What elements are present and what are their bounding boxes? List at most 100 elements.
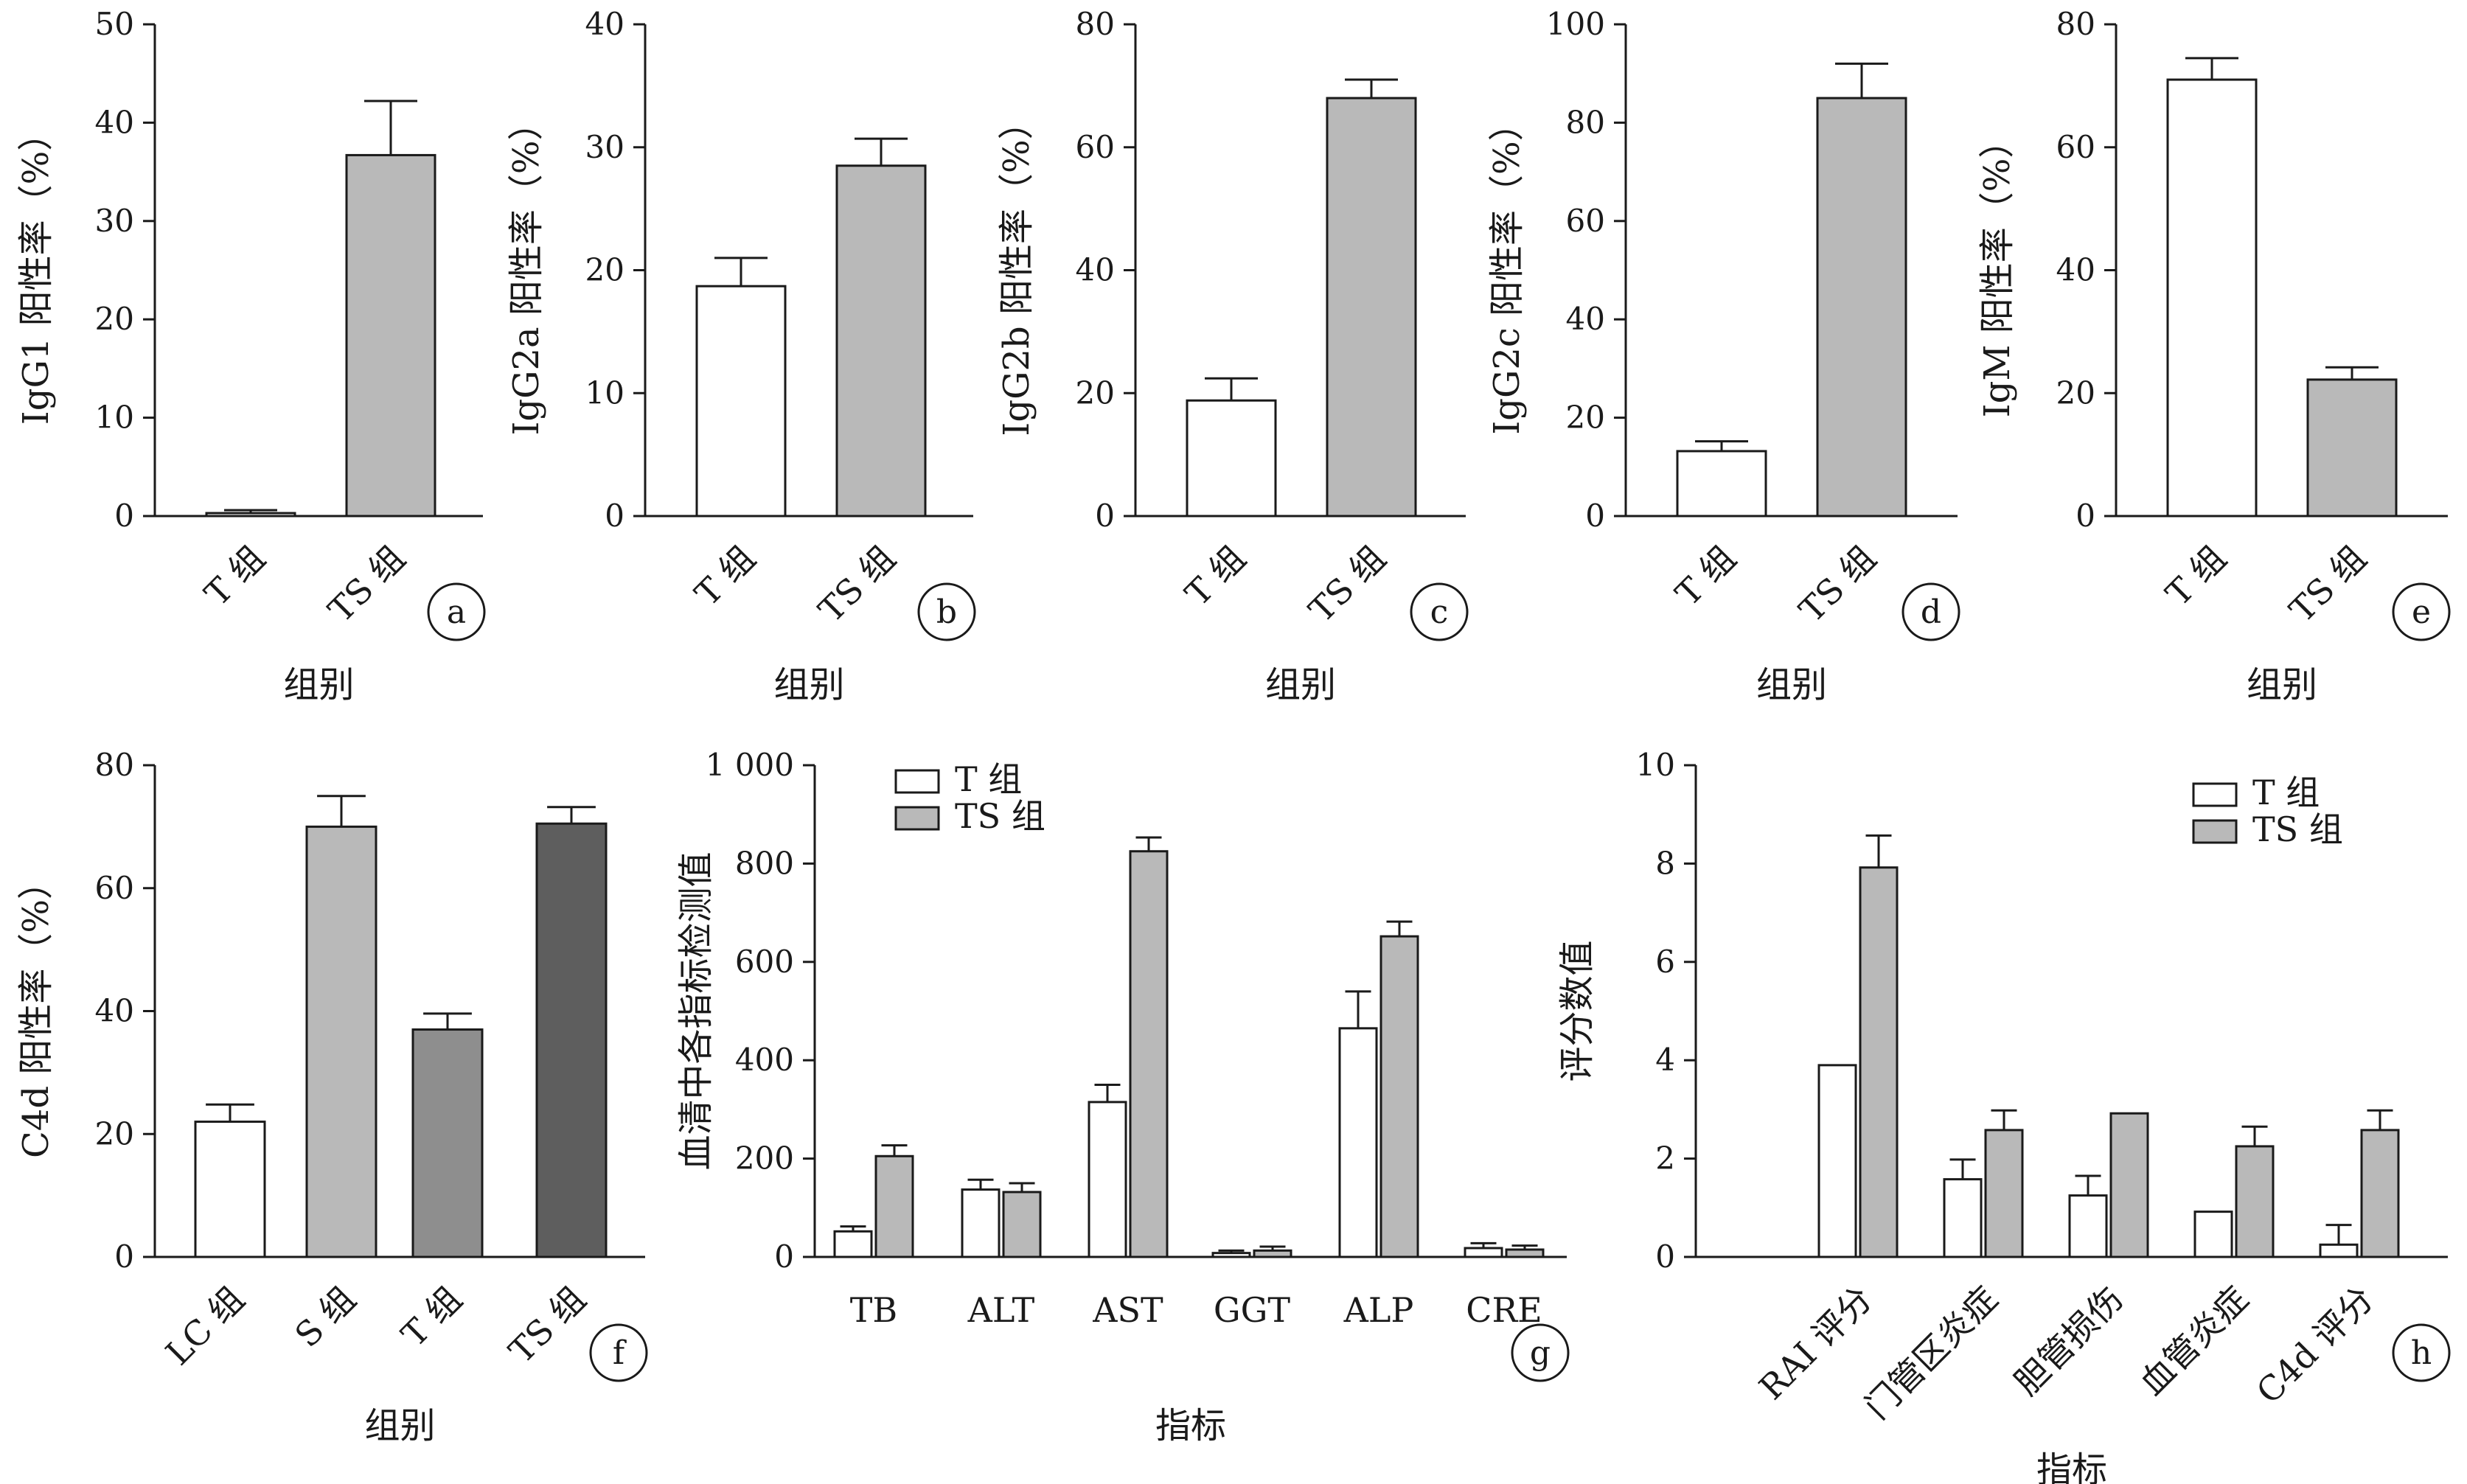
y-tick-label: 40 — [1076, 252, 1115, 288]
bar-0 — [2166, 78, 2258, 518]
bar-1 — [1816, 97, 1907, 518]
legend-swatch — [2192, 819, 2238, 844]
bar-1 — [305, 825, 377, 1258]
x-tick-label: T 组 — [197, 538, 273, 614]
bar-1 — [835, 164, 927, 518]
y-tick-label: 10 — [95, 400, 134, 436]
x-tick-label: 血管炎症 — [2132, 1279, 2255, 1403]
y-tick-label: 80 — [95, 747, 134, 783]
y-tick-label: 20 — [585, 252, 624, 288]
y-tick-label: 600 — [735, 944, 794, 980]
x-tick-label: TS 组 — [2282, 538, 2374, 630]
panel-label: d — [1921, 593, 1941, 631]
x-axis-label: 指标 — [2036, 1449, 2107, 1484]
legend: T 组TS 组 — [2192, 773, 2343, 849]
bar-s1-2 — [2109, 1112, 2149, 1258]
x-tick-label: T 组 — [1668, 538, 1744, 614]
y-tick-label: 0 — [1585, 498, 1605, 534]
legend-label: T 组 — [2252, 773, 2320, 812]
y-tick-label: 0 — [1095, 498, 1115, 534]
chart-panel-a: 0 10 20 30 40 50 IgG1 阳性率（%） T 组 TS 组组别 a — [15, 6, 486, 706]
x-axis-label: 指标 — [1155, 1405, 1226, 1446]
panel-label: e — [2412, 593, 2431, 631]
y-tick-label: 0 — [114, 498, 134, 534]
panel-label: g — [1530, 1334, 1551, 1372]
y-axis-label: 评分数值 — [1556, 940, 1598, 1081]
chart-panel-d: 0 20 40 60 80 100 IgG2c 阳性率（%） T 组 TS 组组别 d — [1486, 6, 1960, 706]
x-axis-label: 组别 — [364, 1405, 435, 1446]
x-tick-label: S 组 — [287, 1279, 363, 1355]
chart-panel-b: 0 10 20 30 40 IgG2a 阳性率（%） T 组 TS 组组别 b — [506, 6, 976, 706]
bar-0 — [1676, 450, 1767, 518]
x-axis-label: 组别 — [773, 664, 844, 706]
y-axis-label: 血清中各指标检测值 — [675, 851, 717, 1170]
legend: T 组TS 组 — [894, 759, 1045, 836]
bar-s0-4 — [1338, 1027, 1378, 1258]
y-tick-label: 30 — [585, 129, 624, 165]
chart-panel-f: 0 20 40 60 80 C4d 阳性率（%） LC 组 S 组 T 组 TS 组组别 f — [15, 747, 648, 1446]
bar-s0-0 — [1817, 1064, 1857, 1258]
x-tick-label: TS 组 — [811, 538, 903, 630]
y-tick-label: 20 — [95, 301, 134, 337]
panel-label-circle — [917, 582, 976, 641]
panel-label-circle — [2392, 582, 2451, 641]
bar-0 — [205, 512, 296, 518]
y-tick-label: 0 — [1655, 1239, 1675, 1275]
legend-label: TS 组 — [955, 796, 1045, 836]
x-axis-label: 组别 — [1265, 664, 1336, 706]
y-tick-label: 10 — [1636, 747, 1675, 783]
y-tick-label: 20 — [1076, 375, 1115, 411]
bar-s0-5 — [1464, 1247, 1503, 1258]
x-tick-label: TS 组 — [1792, 538, 1884, 630]
x-tick-label: TS 组 — [321, 538, 413, 630]
x-tick-label: TS 组 — [1301, 538, 1393, 630]
panel-label-circle — [589, 1323, 648, 1382]
x-tick-label: TS 组 — [501, 1279, 594, 1371]
y-tick-label: 200 — [735, 1140, 794, 1177]
x-tick-label: TB — [850, 1290, 898, 1330]
x-tick-label: T 组 — [687, 538, 763, 614]
y-axis-label: IgG1 阳性率（%） — [15, 116, 57, 425]
bar-0 — [695, 285, 787, 518]
y-tick-label: 60 — [2056, 129, 2095, 165]
x-tick-label: C4d 评分 — [2249, 1279, 2381, 1412]
y-tick-label: 20 — [2056, 375, 2095, 411]
y-tick-label: 0 — [114, 1239, 134, 1275]
bar-s1-3 — [1253, 1249, 1292, 1258]
bar-s1-1 — [1984, 1129, 2024, 1258]
y-tick-label: 0 — [2075, 498, 2095, 534]
x-tick-label: GGT — [1214, 1290, 1290, 1330]
bar-s1-4 — [2360, 1129, 2400, 1258]
y-tick-label: 30 — [95, 203, 134, 239]
panel-label-circle — [1410, 582, 1469, 641]
y-tick-label: 2 — [1655, 1140, 1675, 1177]
bar-s1-4 — [1379, 935, 1419, 1258]
y-axis-label: IgG2b 阳性率（%） — [996, 104, 1037, 436]
panel-label-circle — [1511, 1323, 1570, 1382]
bar-1 — [345, 153, 436, 518]
bar-s0-1 — [961, 1188, 1001, 1258]
bar-s0-1 — [1943, 1178, 1983, 1258]
bar-s0-2 — [1088, 1101, 1127, 1258]
y-tick-label: 20 — [95, 1115, 134, 1152]
x-tick-label: ALT — [967, 1290, 1035, 1330]
legend-swatch — [894, 769, 940, 794]
y-tick-label: 60 — [1076, 129, 1115, 165]
x-axis-label: 组别 — [2247, 664, 2317, 706]
y-axis-label: IgM 阳性率（%） — [1977, 123, 2018, 418]
bar-s1-5 — [1505, 1248, 1545, 1258]
y-tick-label: 40 — [585, 6, 624, 42]
y-axis-label: IgG2c 阳性率（%） — [1486, 105, 1528, 434]
y-tick-label: 40 — [95, 993, 134, 1029]
y-tick-label: 80 — [1076, 6, 1115, 42]
bar-s0-0 — [833, 1230, 873, 1258]
x-tick-label: LC 组 — [158, 1279, 252, 1373]
x-tick-label: T 组 — [1177, 538, 1253, 614]
chart-panel-c: 0 20 40 60 80 IgG2b 阳性率（%） T 组 TS 组组别 c — [996, 6, 1469, 706]
y-tick-label: 40 — [95, 104, 134, 140]
x-tick-label: CRE — [1466, 1290, 1542, 1330]
panel-label: c — [1430, 593, 1449, 631]
y-tick-label: 1 000 — [706, 747, 794, 783]
